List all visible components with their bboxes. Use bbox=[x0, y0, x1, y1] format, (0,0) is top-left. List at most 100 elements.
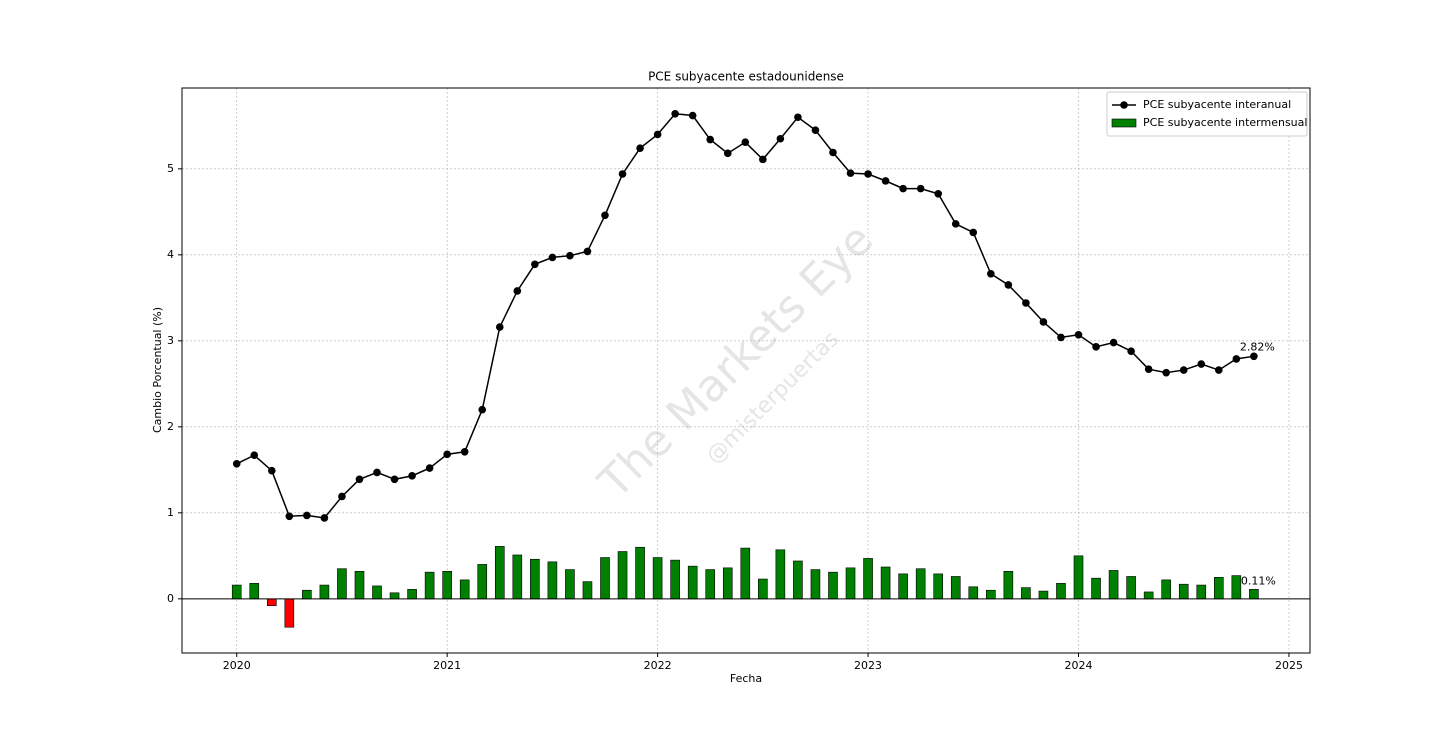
data-label: 2.82% bbox=[1240, 340, 1275, 353]
bar bbox=[1196, 584, 1207, 600]
y-tick-label: 3 bbox=[167, 334, 174, 347]
marker bbox=[759, 155, 767, 164]
bar bbox=[337, 568, 347, 600]
marker bbox=[811, 126, 820, 134]
bar bbox=[863, 558, 873, 600]
marker bbox=[232, 460, 241, 468]
marker bbox=[829, 148, 837, 157]
bar bbox=[582, 581, 593, 600]
marker bbox=[1250, 352, 1258, 361]
marker bbox=[1197, 360, 1206, 368]
x-tick-label: 2024 bbox=[1065, 659, 1093, 672]
legend-box bbox=[1106, 91, 1308, 137]
bar bbox=[512, 554, 523, 600]
bar bbox=[1003, 571, 1014, 600]
bar bbox=[1021, 587, 1031, 600]
y-tick-label: 5 bbox=[167, 162, 174, 175]
bar bbox=[565, 569, 575, 600]
marker bbox=[460, 447, 469, 456]
marker bbox=[636, 144, 644, 152]
marker bbox=[250, 451, 259, 460]
bar bbox=[302, 589, 312, 600]
y-tick-label: 0 bbox=[167, 592, 174, 605]
bar bbox=[828, 571, 838, 600]
legend-marker bbox=[1120, 101, 1128, 109]
y-axis-label: Cambio Porcentual (%) bbox=[151, 307, 164, 433]
marker bbox=[706, 135, 715, 144]
bar bbox=[775, 549, 786, 600]
marker bbox=[934, 189, 943, 198]
marker bbox=[583, 247, 592, 256]
chart-title: PCE subyacente estadounidense bbox=[648, 70, 844, 84]
bar bbox=[845, 567, 856, 600]
bar bbox=[389, 592, 400, 600]
marker bbox=[671, 109, 679, 118]
marker bbox=[1232, 355, 1241, 363]
bar bbox=[968, 586, 979, 600]
legend-label: PCE subyacente intermensual bbox=[1143, 116, 1307, 129]
marker bbox=[794, 113, 802, 122]
marker bbox=[1057, 333, 1065, 342]
bar bbox=[933, 573, 944, 600]
y-tick-label: 1 bbox=[167, 506, 174, 519]
bar bbox=[722, 567, 733, 600]
y-tick-label: 4 bbox=[167, 248, 174, 261]
marker bbox=[618, 170, 627, 178]
marker bbox=[1004, 281, 1013, 289]
marker bbox=[688, 111, 697, 120]
marker bbox=[338, 492, 346, 501]
bar bbox=[758, 578, 768, 600]
bar bbox=[670, 559, 680, 600]
marker bbox=[373, 468, 381, 477]
bar bbox=[547, 561, 558, 600]
marker bbox=[320, 514, 329, 522]
marker bbox=[425, 464, 434, 472]
bar bbox=[424, 571, 435, 600]
marker bbox=[1162, 368, 1170, 377]
bar bbox=[617, 551, 628, 600]
x-axis-label: Fecha bbox=[730, 672, 762, 685]
marker bbox=[303, 511, 311, 520]
bar bbox=[652, 557, 663, 600]
marker bbox=[1144, 365, 1153, 374]
bar bbox=[354, 571, 365, 600]
bar bbox=[231, 584, 242, 600]
marker bbox=[1215, 366, 1223, 374]
marker bbox=[1074, 331, 1083, 339]
bar bbox=[898, 573, 908, 600]
bar bbox=[1091, 577, 1101, 600]
bar bbox=[266, 598, 277, 607]
bar bbox=[1073, 555, 1084, 600]
marker bbox=[513, 287, 522, 295]
x-tick-label: 2023 bbox=[854, 659, 882, 672]
marker bbox=[1039, 318, 1048, 326]
bar bbox=[986, 589, 996, 600]
plot-frame bbox=[181, 87, 1311, 654]
bar bbox=[1178, 583, 1189, 600]
bar bbox=[705, 569, 716, 600]
bar bbox=[319, 584, 330, 600]
bar bbox=[477, 564, 488, 600]
marker bbox=[478, 405, 487, 414]
marker bbox=[951, 220, 960, 228]
marker bbox=[1109, 338, 1118, 347]
bar bbox=[950, 576, 961, 600]
bar bbox=[810, 569, 821, 600]
marker bbox=[864, 170, 872, 178]
bar bbox=[407, 589, 417, 600]
legend: PCE subyacente interanual PCE subyacente … bbox=[1106, 91, 1308, 137]
marker bbox=[566, 251, 574, 260]
marker bbox=[776, 134, 785, 143]
bar bbox=[1214, 577, 1224, 600]
legend-label: PCE subyacente interanual bbox=[1143, 98, 1291, 111]
bar bbox=[1056, 583, 1066, 600]
marker bbox=[531, 260, 539, 269]
marker bbox=[285, 512, 294, 521]
marker bbox=[987, 269, 995, 278]
marker bbox=[881, 177, 890, 185]
bar bbox=[530, 558, 540, 600]
legend-swatch bbox=[1111, 118, 1137, 128]
marker bbox=[443, 450, 451, 459]
marker bbox=[1127, 347, 1135, 355]
bar bbox=[1038, 590, 1049, 600]
